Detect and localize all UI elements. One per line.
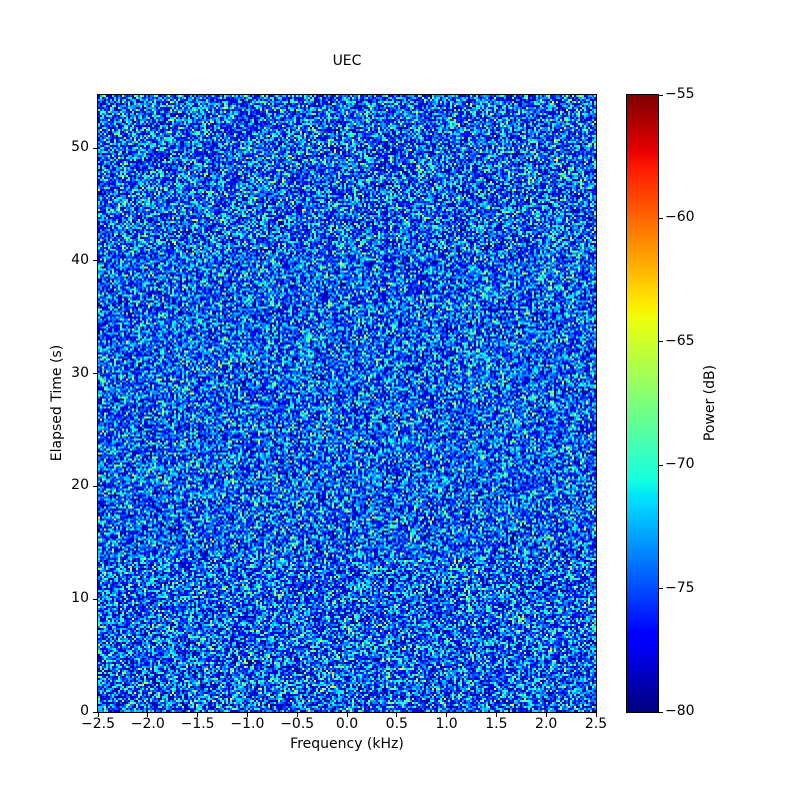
x-tick-mark <box>246 713 248 717</box>
y-axis-label: Elapsed Time (s) <box>49 344 65 462</box>
chart-title: UEC <box>332 53 362 69</box>
colorbar-tick-mark <box>659 94 663 96</box>
y-tick-label: 10 <box>71 590 89 607</box>
x-tick-label: 2.5 <box>584 716 608 732</box>
y-tick-mark <box>93 598 97 600</box>
colorbar-canvas <box>627 95 658 712</box>
y-tick-mark <box>93 147 97 149</box>
x-tick-label: 0.5 <box>385 716 408 732</box>
x-tick-label: 2.0 <box>535 716 558 732</box>
colorbar-label: Power (dB) <box>702 364 718 442</box>
y-tick-label: 30 <box>71 364 89 381</box>
colorbar-tick-mark <box>659 588 663 590</box>
x-tick-mark <box>296 713 298 717</box>
x-axis-label: Frequency (kHz) <box>290 736 404 752</box>
x-tick-label: −0.5 <box>280 716 315 732</box>
x-tick-label: 1.0 <box>435 716 458 732</box>
y-tick-label: 50 <box>71 139 89 155</box>
colorbar-tick-label: −60 <box>665 209 695 226</box>
colorbar-tick-mark <box>659 217 663 219</box>
colorbar-tick-label: −65 <box>665 332 695 349</box>
colorbar-tick-label: −55 <box>665 86 695 102</box>
plot-frame <box>97 94 597 713</box>
colorbar-tick-label: −75 <box>665 579 695 596</box>
x-tick-label: −2.5 <box>81 716 115 732</box>
x-tick-label: 0.0 <box>335 716 359 732</box>
y-tick-mark <box>93 373 97 375</box>
x-tick-mark <box>346 713 348 717</box>
x-tick-label: −1.5 <box>180 716 215 732</box>
colorbar-frame <box>626 94 659 713</box>
x-tick-mark <box>396 713 398 717</box>
x-tick-mark <box>97 713 99 717</box>
colorbar-tick-mark <box>659 341 663 343</box>
y-tick-mark <box>93 485 97 487</box>
x-tick-mark <box>545 713 547 717</box>
x-tick-label: 1.5 <box>485 716 508 732</box>
y-tick-label: 0 <box>80 703 89 719</box>
spectrogram-canvas <box>98 95 596 712</box>
x-tick-mark <box>147 713 149 717</box>
x-tick-mark <box>197 713 199 717</box>
x-tick-label: −1.0 <box>230 716 265 732</box>
y-tick-label: 20 <box>71 477 89 494</box>
colorbar-tick-label: −80 <box>665 703 695 719</box>
y-tick-mark <box>93 711 97 713</box>
colorbar-tick-mark <box>659 464 663 466</box>
colorbar-tick-label: −70 <box>665 456 695 473</box>
x-tick-label: −2.0 <box>130 716 165 732</box>
x-tick-mark <box>495 713 497 717</box>
y-tick-mark <box>93 260 97 262</box>
colorbar-tick-mark <box>659 711 663 713</box>
x-tick-mark <box>595 713 597 717</box>
y-tick-label: 40 <box>71 251 89 268</box>
x-tick-mark <box>446 713 448 717</box>
